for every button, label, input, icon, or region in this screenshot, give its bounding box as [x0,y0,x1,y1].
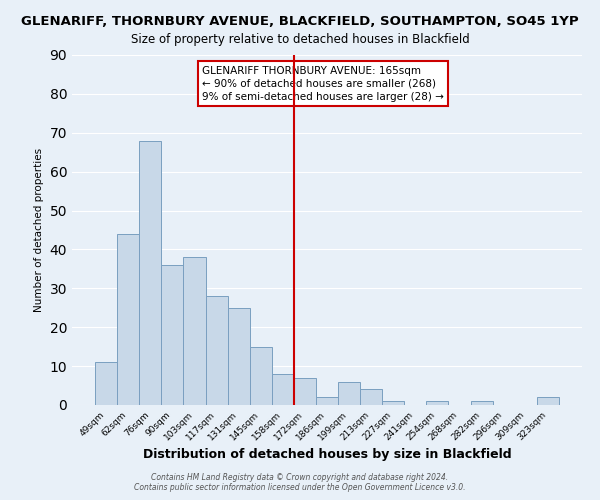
Bar [95,362,117,405]
Bar [139,140,161,405]
Bar [206,296,227,405]
Text: GLENARIFF, THORNBURY AVENUE, BLACKFIELD, SOUTHAMPTON, SO45 1YP: GLENARIFF, THORNBURY AVENUE, BLACKFIELD,… [21,15,579,28]
Bar [161,265,184,405]
Bar [227,308,250,405]
Bar [427,401,448,405]
Bar [250,346,272,405]
Text: Size of property relative to detached houses in Blackfield: Size of property relative to detached ho… [131,32,469,46]
Bar [537,397,559,405]
Bar [360,390,382,405]
Text: GLENARIFF THORNBURY AVENUE: 165sqm
← 90% of detached houses are smaller (268)
9%: GLENARIFF THORNBURY AVENUE: 165sqm ← 90%… [202,66,444,102]
Bar [294,378,316,405]
X-axis label: Distribution of detached houses by size in Blackfield: Distribution of detached houses by size … [143,448,511,460]
Bar [184,257,206,405]
Bar [117,234,139,405]
Text: Contains HM Land Registry data © Crown copyright and database right 2024.
Contai: Contains HM Land Registry data © Crown c… [134,473,466,492]
Bar [470,401,493,405]
Bar [272,374,294,405]
Bar [382,401,404,405]
Bar [338,382,360,405]
Bar [316,397,338,405]
Y-axis label: Number of detached properties: Number of detached properties [34,148,44,312]
